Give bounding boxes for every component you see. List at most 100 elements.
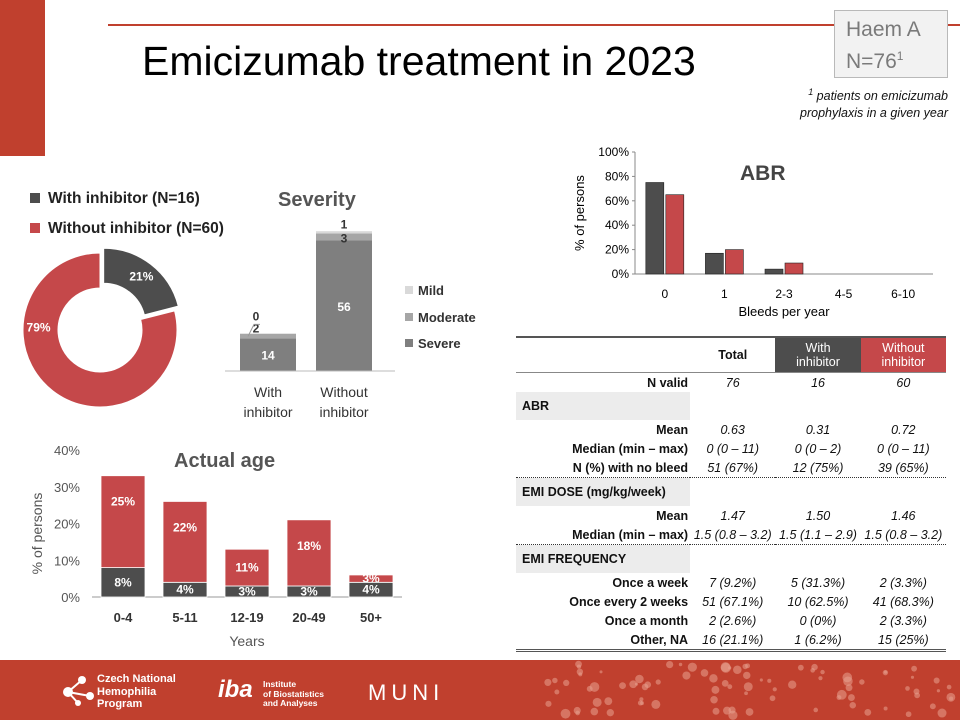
decorative-dot — [910, 675, 915, 679]
table-section-blank — [690, 544, 776, 573]
table-section-blank — [690, 477, 776, 506]
decorative-dot — [634, 682, 639, 686]
age-data-label: 3% — [362, 572, 380, 586]
table-value: 12 (75%) — [792, 460, 844, 475]
table-value: 0 (0 – 2) — [794, 441, 842, 456]
abr-x-tick: 0 — [661, 287, 668, 301]
decorative-dot — [788, 680, 797, 689]
table-section-blank — [775, 477, 861, 506]
severity-legend-swatch — [405, 313, 413, 321]
severity-legend-label: Mild — [418, 283, 444, 298]
table-value: 1.5 (0.8 – 3.2) — [864, 527, 943, 542]
abr-bar — [645, 182, 665, 275]
abr-bar — [705, 252, 724, 275]
decorative-dot — [742, 663, 748, 670]
age-data-label: 4% — [362, 583, 380, 597]
donut-slice-label: 79% — [27, 321, 51, 335]
table-row-label: Mean — [656, 508, 689, 523]
iba-logo-text: Institute of Biostatistics and Analyses — [263, 679, 324, 708]
decorative-dot — [759, 678, 763, 682]
table-row-label: N valid — [516, 372, 691, 392]
table-section-row: ABR — [516, 392, 946, 420]
donut-slice — [103, 247, 179, 316]
decorative-dot — [845, 684, 853, 692]
table-section-row: EMI FREQUENCY — [516, 544, 946, 573]
abr-bar — [764, 268, 784, 275]
table-value: 2 (2.6%) — [709, 613, 757, 628]
table-value: 76 — [690, 372, 776, 392]
table-row: Once a week 7 (9.2%) 5 (31.3%) 2 (3.3%) — [516, 573, 946, 592]
table-row-label: Once a month — [604, 613, 689, 628]
age-x-label: Years — [229, 633, 264, 649]
decorative-dot — [733, 665, 742, 675]
decorative-dot — [843, 676, 853, 686]
summary-table: Total With inhibitor Without inhibitor N va… — [516, 336, 946, 652]
decorative-dot — [666, 660, 674, 669]
severity-data-label: 0 — [253, 309, 260, 323]
age-x-tick: 20-49 — [292, 610, 325, 625]
age-y-tick: 20% — [54, 517, 80, 532]
badge-line1: Haem A — [846, 18, 921, 41]
abr-y-label: % of persons — [572, 175, 587, 251]
severity-data-label: 2 — [253, 321, 260, 335]
age-data-label: 4% — [176, 583, 194, 597]
decorative-dot — [767, 678, 772, 683]
table-value: 0 (0 – 11) — [706, 441, 760, 456]
age-data-label: 3% — [238, 584, 256, 598]
age-data-label: 18% — [297, 539, 321, 553]
table-value: 2 (3.3%) — [879, 613, 927, 628]
table-row-label: Other, NA — [516, 630, 691, 652]
chart-title: ABR — [740, 162, 786, 185]
age-bar — [286, 519, 332, 587]
footer-bar: Czech National Hemophilia Program iba Inst… — [0, 660, 960, 720]
severity-legend-label: Severe — [418, 336, 461, 351]
decorative-dot — [797, 664, 804, 671]
decorative-dot — [864, 708, 872, 716]
severity-data-label: 56 — [337, 300, 351, 314]
table-row: N (%) with no bleed 51 (67%) 12 (75%) 39 (6… — [516, 458, 946, 478]
decorative-dot — [592, 697, 602, 707]
decorative-dot — [599, 670, 603, 674]
decorative-dot — [678, 662, 683, 667]
decorative-dot — [929, 703, 936, 710]
decorative-dot — [836, 689, 847, 700]
table-row-label: Median (min – max) — [572, 527, 689, 542]
table-value: 15 (25%) — [860, 630, 946, 652]
age-y-tick: 0% — [61, 590, 80, 605]
table-row: Median (min – max) 1.5 (0.8 – 3.2) 1.5 (1.… — [516, 525, 946, 545]
chart-title: Severity — [278, 189, 357, 211]
decorative-dot — [745, 708, 754, 716]
decorative-dot — [728, 710, 738, 720]
table-value: 1.5 (1.1 – 2.9) — [779, 527, 857, 542]
decorative-dot — [905, 686, 910, 691]
age-data-label: 3% — [300, 584, 318, 598]
header-rule — [108, 24, 960, 26]
age-bar — [100, 475, 146, 568]
table-value: 0 (0%) — [799, 613, 837, 628]
table-header-total: Total — [690, 336, 776, 373]
table-value: 2 (3.3%) — [879, 575, 927, 590]
table-value: 5 (31.3%) — [790, 575, 846, 590]
decorative-dot — [937, 708, 947, 718]
decorative-dot — [604, 697, 613, 706]
decorative-dot — [651, 699, 661, 709]
decorative-dot — [710, 696, 718, 704]
donut-slice — [22, 252, 178, 408]
table-value: 1.5 (0.8 – 3.2) — [693, 527, 772, 542]
table-section-blank — [775, 392, 860, 420]
age-bar — [348, 574, 394, 583]
age-y-tick: 10% — [54, 553, 80, 568]
table-row-label: Median (min – max) — [572, 441, 689, 456]
severity-leader-line — [247, 323, 260, 337]
table-row: Median (min – max) 0 (0 – 11) 0 (0 – 2) 0 (… — [516, 439, 946, 458]
decorative-dot — [936, 689, 941, 693]
decorative-dot — [590, 707, 599, 716]
table-value: 51 (67.1%) — [702, 594, 764, 609]
severity-legend-label: Moderate — [418, 310, 476, 325]
table-row-label: Once every 2 weeks — [569, 594, 689, 609]
decorative-dot — [554, 689, 560, 695]
table-header-row: Total With inhibitor Without inhibitor — [516, 336, 946, 373]
age-chart: 0% 10% 20% 30% 40% Actual age 8% 25% 0-4 4% 22% 5-1… — [29, 443, 402, 649]
footnote: 1 patients on emicizumab prophylaxis in … — [800, 87, 948, 121]
